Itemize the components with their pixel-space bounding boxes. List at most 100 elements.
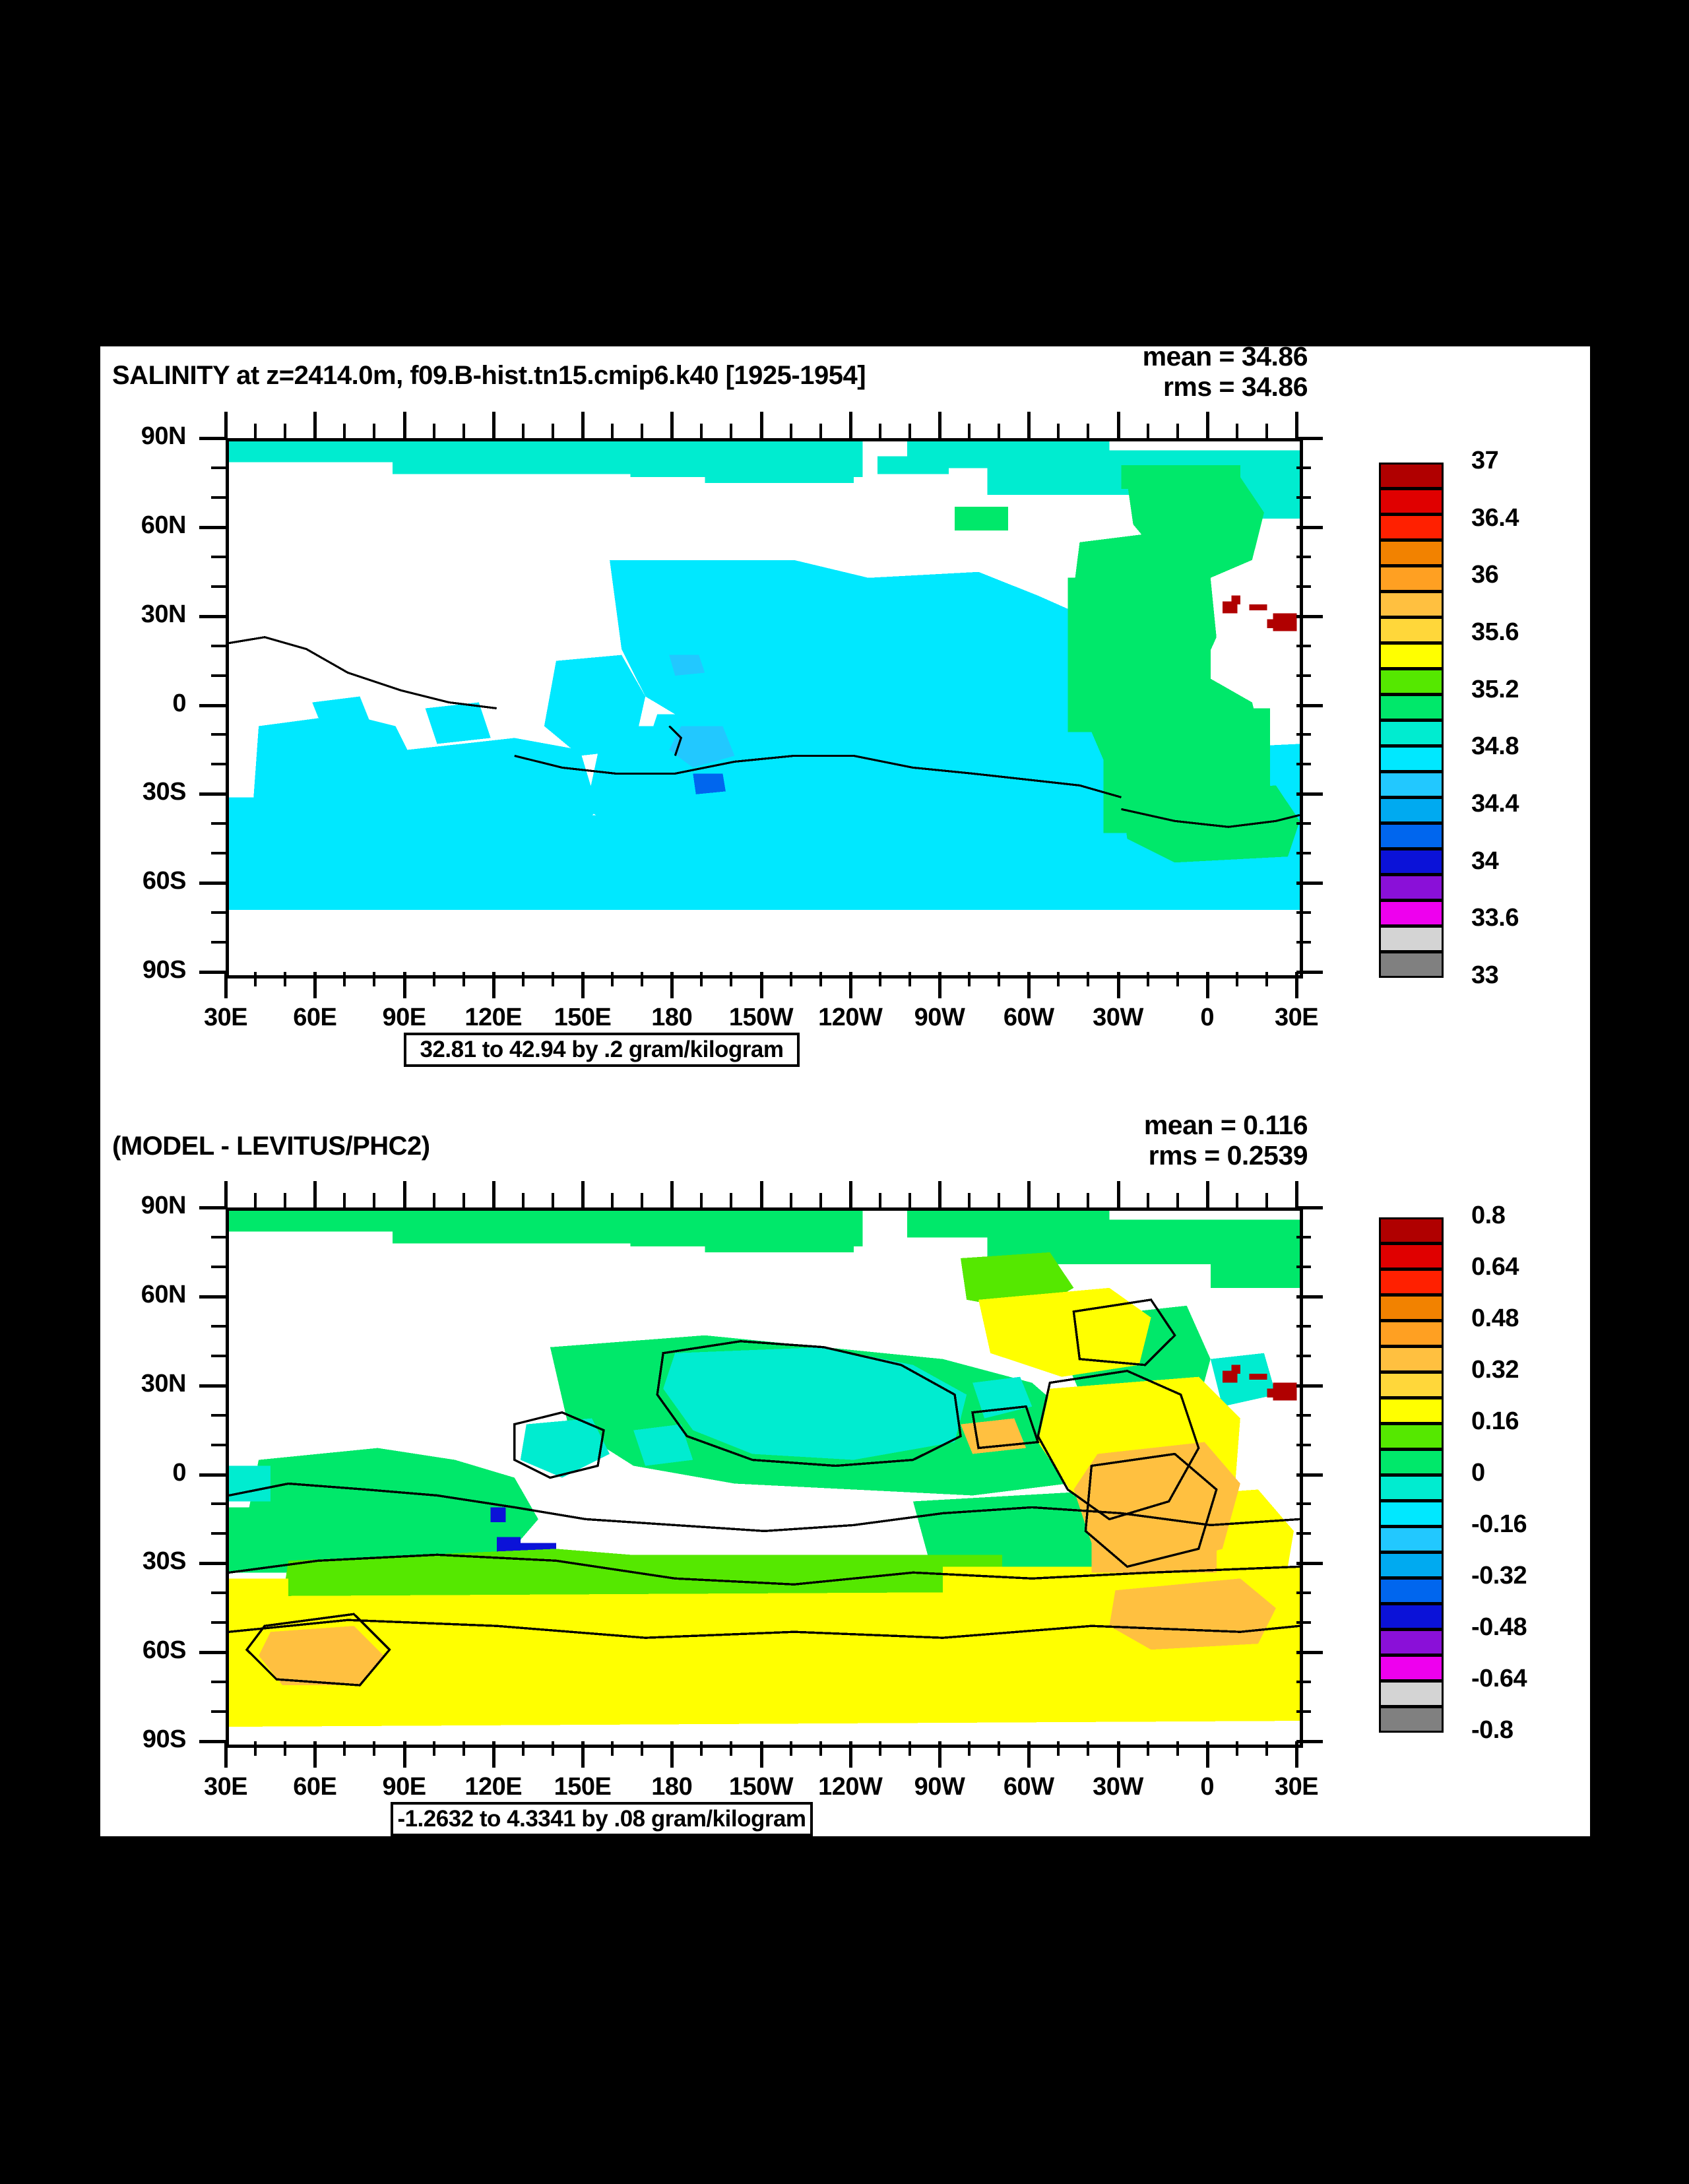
x-major-tick [1116, 1181, 1120, 1207]
x-minor-tick [1235, 1741, 1238, 1756]
colorbar-label: 34.8 [1471, 732, 1519, 761]
x-major-tick [1116, 412, 1120, 438]
x-major-tick [670, 1741, 674, 1768]
x-minor-tick [551, 972, 554, 986]
y-major-tick [1296, 1562, 1323, 1566]
colorbar-swatch [1379, 540, 1444, 566]
x-minor-tick [462, 972, 465, 986]
x-minor-tick [1265, 424, 1268, 438]
colorbar-swatch [1379, 951, 1444, 978]
x-minor-tick [1235, 1193, 1238, 1207]
x-minor-tick [789, 1193, 792, 1207]
colorbar-swatch [1379, 617, 1444, 643]
x-axis-label: 90E [382, 1004, 426, 1031]
x-minor-tick [343, 1193, 346, 1207]
colorbar-swatch [1379, 1500, 1444, 1527]
x-minor-tick [1235, 424, 1238, 438]
x-minor-tick [968, 972, 971, 986]
y-major-tick [199, 1473, 226, 1477]
panel-salinity-absolute: SALINITY at z=2414.0m, f09.B-hist.tn15.c… [100, 341, 1590, 1836]
y-minor-tick [211, 763, 226, 766]
x-axis-label: 120W [818, 1773, 883, 1801]
colorbar-label: 0 [1471, 1459, 1485, 1487]
colorbar-label: -0.8 [1471, 1716, 1514, 1744]
x-minor-tick [1057, 1193, 1060, 1207]
x-minor-tick [968, 1193, 971, 1207]
y-major-tick [199, 525, 226, 529]
x-major-tick [492, 1181, 495, 1207]
x-minor-tick [432, 424, 435, 438]
colorbar-swatch [1379, 1526, 1444, 1553]
x-minor-tick [432, 972, 435, 986]
colorbar-swatch [1379, 720, 1444, 746]
x-minor-tick [819, 1193, 822, 1207]
x-minor-tick [878, 424, 881, 438]
x-major-tick [313, 412, 317, 438]
colorbar-swatch [1379, 488, 1444, 515]
panel2-colorbar: 0.8 0.64 0.48 0.32 0.16 0 -0.16 -0.32 -0.48 -0.64… [1379, 1202, 1577, 1744]
panel1-title: SALINITY at z=2414.0m, f09.B-hist.tn15.c… [112, 361, 866, 390]
x-minor-tick [968, 424, 971, 438]
x-minor-tick [462, 1741, 465, 1756]
x-axis-label: 30E [203, 1773, 248, 1801]
x-minor-tick [373, 1741, 376, 1756]
colorbar-swatch [1379, 565, 1444, 592]
y-minor-tick [1296, 1265, 1311, 1268]
colorbar-swatch [1379, 797, 1444, 823]
x-minor-tick [789, 424, 792, 438]
x-minor-tick [1146, 1741, 1149, 1756]
x-major-tick [224, 412, 228, 438]
y-major-tick [199, 614, 226, 618]
y-minor-tick [211, 644, 226, 647]
colorbar-label: 0.8 [1471, 1202, 1506, 1229]
x-minor-tick [343, 424, 346, 438]
x-major-tick [1116, 972, 1120, 998]
panel1-map-field [229, 441, 1300, 975]
x-major-tick [402, 972, 406, 998]
y-minor-tick [1296, 852, 1311, 855]
x-minor-tick [1057, 972, 1060, 986]
y-minor-tick [211, 585, 226, 588]
x-major-tick [313, 972, 317, 998]
x-axis-label: 120E [464, 1773, 523, 1801]
x-major-tick [1205, 972, 1209, 998]
x-minor-tick [1176, 424, 1179, 438]
x-major-tick [1027, 972, 1031, 998]
x-minor-tick [462, 424, 465, 438]
y-minor-tick [1296, 763, 1311, 766]
colorbar-swatch [1379, 1217, 1444, 1244]
x-minor-tick [521, 424, 525, 438]
x-minor-tick [373, 1193, 376, 1207]
colorbar-label: -0.32 [1471, 1562, 1527, 1590]
x-axis-label: 30E [203, 1004, 248, 1031]
panel1-mean: mean = 34.86 [1142, 341, 1308, 371]
colorbar-swatch [1379, 926, 1444, 952]
x-minor-tick [641, 972, 644, 986]
x-minor-tick [1146, 1193, 1149, 1207]
x-minor-tick [611, 972, 614, 986]
y-minor-tick [1296, 1324, 1311, 1328]
y-minor-tick [1296, 822, 1311, 825]
x-minor-tick [284, 972, 287, 986]
x-minor-tick [908, 972, 911, 986]
x-minor-tick [551, 424, 554, 438]
colorbar-label: 34 [1471, 847, 1499, 875]
x-minor-tick [611, 1741, 614, 1756]
x-minor-tick [1087, 1193, 1090, 1207]
colorbar-swatch [1379, 1629, 1444, 1655]
colorbar-swatch [1379, 771, 1444, 798]
y-minor-tick [1296, 1413, 1311, 1417]
x-major-tick [759, 1741, 763, 1768]
y-minor-tick [211, 1235, 226, 1238]
y-minor-tick [211, 555, 226, 558]
x-minor-tick [373, 424, 376, 438]
y-minor-tick [1296, 1354, 1311, 1357]
y-major-tick [199, 971, 226, 974]
y-major-tick [199, 1384, 226, 1388]
x-minor-tick [700, 972, 703, 986]
x-minor-tick [254, 1193, 257, 1207]
colorbar-swatch [1379, 514, 1444, 540]
x-major-tick [848, 412, 852, 438]
x-minor-tick [700, 1193, 703, 1207]
x-axis-label: 150W [728, 1004, 794, 1031]
